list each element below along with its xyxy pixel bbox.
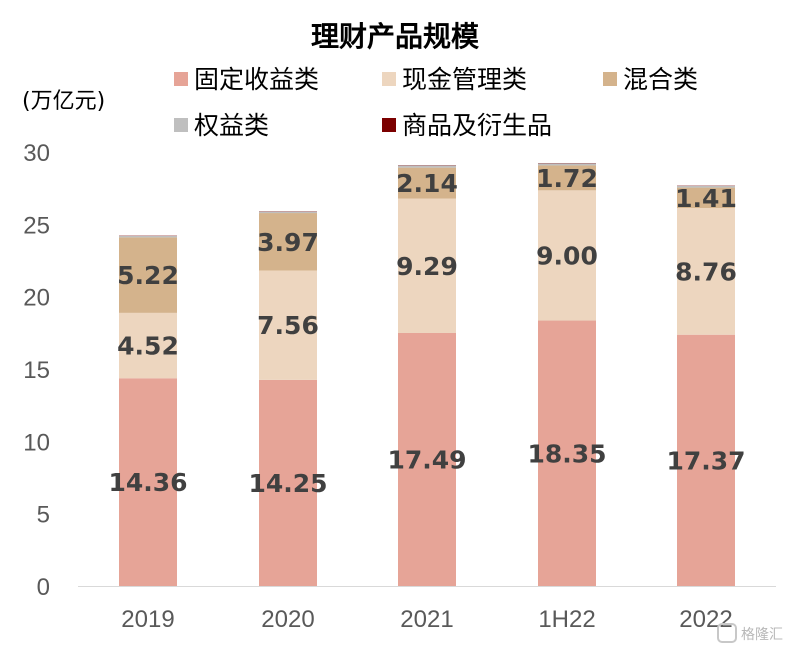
x-tick-label: 1H22 — [538, 606, 595, 633]
data-label: 8.76 — [675, 257, 737, 286]
bar-segment — [259, 211, 317, 214]
bar-segment — [259, 379, 317, 586]
legend-entry-label: 权益类 — [194, 111, 269, 140]
legend-swatch — [174, 118, 188, 132]
y-tick-label: 30 — [23, 140, 50, 167]
bar-segment — [677, 187, 735, 208]
legend-entry-label: 混合类 — [623, 65, 698, 94]
data-label: 2.14 — [396, 169, 458, 198]
legend-swatch — [382, 118, 396, 132]
bar-segment — [538, 163, 596, 166]
bar-stack: 17.37 8.76 1.41 — [666, 184, 746, 586]
y-axis-ticks: 0 5 10 15 20 25 30 — [23, 140, 50, 601]
bar-segment — [538, 190, 596, 321]
y-tick-label: 10 — [23, 429, 50, 456]
bar-segment — [677, 207, 735, 335]
legend-entry-label: 商品及衍生品 — [402, 111, 552, 140]
bar-segment — [677, 334, 735, 586]
bar-segment — [119, 378, 177, 586]
y-tick-label: 5 — [37, 502, 50, 529]
bar-segment — [119, 312, 177, 379]
x-axis-ticks: 2019 2020 2021 1H22 2022 — [121, 606, 732, 633]
legend-swatch — [174, 72, 188, 86]
legend-entry-label: 现金管理类 — [402, 65, 527, 94]
data-label: 17.49 — [387, 445, 466, 474]
watermark: 格隆汇 — [717, 623, 783, 643]
x-tick-label: 2021 — [400, 606, 453, 633]
bar-stack: 18.35 9.00 1.72 — [527, 162, 607, 586]
watermark-text: 格隆汇 — [741, 627, 783, 643]
bar-segment — [538, 320, 596, 586]
bar-segment — [259, 213, 317, 271]
watermark-logo-icon — [717, 623, 737, 643]
x-tick-label: 2022 — [679, 606, 732, 633]
bar-stack: 14.25 7.56 3.97 — [248, 211, 328, 586]
data-label: 9.29 — [396, 252, 458, 281]
data-label: 9.00 — [536, 241, 598, 270]
data-label: 4.52 — [117, 332, 179, 361]
y-tick-label: 25 — [23, 212, 50, 239]
x-tick-label: 2020 — [261, 606, 314, 633]
data-label: 18.35 — [527, 439, 606, 468]
bar-segment — [119, 235, 177, 238]
data-label: 3.97 — [257, 228, 319, 257]
data-label: 1.41 — [675, 184, 737, 213]
bar-segment — [538, 165, 596, 191]
bar-stack: 17.49 9.29 2.14 — [387, 165, 467, 586]
data-label: 7.56 — [257, 311, 319, 340]
bar-segment — [398, 198, 456, 333]
data-label: 17.37 — [666, 446, 745, 475]
data-label: 5.22 — [117, 261, 179, 290]
bar-stack: 14.36 4.52 5.22 — [108, 235, 188, 586]
bar-segment — [398, 167, 456, 199]
x-tick-label: 2019 — [121, 606, 174, 633]
y-tick-label: 20 — [23, 285, 50, 312]
bar-segment — [259, 270, 317, 380]
chart-title: 理财产品规模 — [311, 20, 480, 53]
legend-swatch — [603, 72, 617, 86]
bar-segment — [119, 237, 177, 313]
y-tick-label: 0 — [37, 574, 50, 601]
y-axis-unit-label: (万亿元) — [22, 89, 105, 114]
legend-swatch — [382, 72, 396, 86]
data-label: 1.72 — [536, 164, 598, 193]
bars: 14.364.525.2214.257.563.9717.499.292.141… — [108, 162, 746, 586]
bar-segment — [398, 165, 456, 168]
data-label: 14.36 — [108, 468, 187, 497]
y-tick-label: 15 — [23, 357, 50, 384]
data-label: 14.25 — [248, 469, 327, 498]
legend-entry-label: 固定收益类 — [194, 65, 319, 94]
bar-segment — [398, 332, 456, 586]
bar-segment — [677, 185, 735, 188]
